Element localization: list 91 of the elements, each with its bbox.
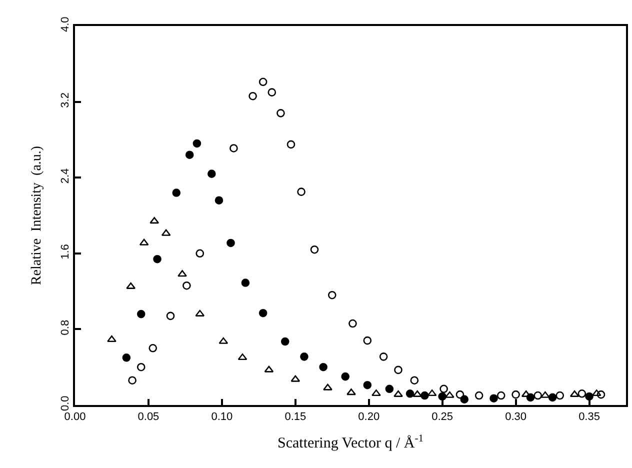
y-tick-label: 1.6 [60, 244, 72, 260]
point [534, 391, 542, 400]
point [346, 388, 356, 396]
point [578, 389, 586, 398]
point [444, 391, 454, 398]
point [185, 150, 194, 160]
point [394, 390, 403, 397]
point [420, 391, 429, 400]
point [214, 196, 224, 204]
x-tick-label: 0.15 [284, 411, 306, 424]
point [440, 384, 448, 394]
point [341, 372, 350, 381]
point [427, 389, 437, 396]
y-tick-label: 2.4 [60, 168, 72, 184]
point [592, 389, 602, 396]
x-tick-label: 0.00 [64, 411, 86, 424]
point [490, 394, 498, 403]
point [126, 282, 136, 289]
y-tick-label: 4.0 [60, 16, 72, 32]
point [406, 389, 414, 398]
point [323, 384, 332, 390]
x-tick-label: 0.25 [432, 411, 454, 424]
point [192, 139, 202, 148]
point [385, 384, 394, 394]
point [153, 254, 162, 264]
x-axis-title: Scattering Vector q / Å$^{-1}$ [278, 433, 424, 452]
point [195, 310, 205, 316]
point [585, 392, 594, 401]
point [540, 391, 550, 398]
point [297, 188, 306, 196]
point [208, 170, 216, 178]
x-tick-label: 0.35 [578, 411, 600, 424]
point [556, 391, 564, 400]
point [196, 249, 204, 258]
point [526, 393, 535, 402]
y-tick-label: 3.2 [60, 92, 72, 108]
point [300, 352, 308, 361]
point [139, 238, 149, 246]
point [150, 217, 160, 224]
point [412, 390, 422, 397]
point [268, 88, 276, 96]
point [286, 140, 296, 149]
point [238, 353, 248, 360]
point [379, 352, 388, 361]
point [166, 312, 175, 320]
y-tick-label: 0.0 [60, 396, 72, 411]
point [410, 376, 419, 385]
x-tick-label: 0.05 [138, 411, 160, 424]
point [172, 188, 181, 197]
point [512, 390, 520, 399]
point [178, 270, 187, 277]
point [128, 376, 136, 385]
point [122, 353, 131, 362]
point [264, 366, 274, 372]
point [136, 310, 146, 318]
point [136, 362, 146, 372]
point [363, 336, 372, 345]
point [456, 390, 464, 399]
point [226, 238, 235, 248]
point [241, 278, 250, 287]
point [230, 144, 238, 152]
point [363, 380, 372, 390]
point [182, 281, 191, 290]
point [328, 290, 336, 300]
point [248, 92, 257, 100]
point [107, 335, 116, 342]
point [394, 366, 402, 374]
point [280, 337, 290, 346]
y-axis-title: Relative Intensity (a.u.) [30, 146, 45, 286]
point [596, 390, 606, 399]
point [438, 392, 446, 401]
x-tick-label: 0.20 [358, 411, 380, 424]
point [319, 362, 328, 372]
point [258, 308, 268, 318]
point [496, 391, 506, 400]
point [460, 395, 469, 404]
point [548, 393, 557, 402]
point [348, 319, 357, 328]
point [474, 391, 484, 400]
point [290, 375, 300, 382]
point [148, 344, 158, 352]
point [258, 78, 268, 86]
y-tick-label: 0.8 [60, 320, 72, 336]
point [276, 109, 285, 118]
point [570, 390, 580, 397]
point [161, 229, 171, 236]
point [310, 245, 319, 254]
point [372, 389, 381, 396]
point [218, 337, 228, 344]
x-tick-label: 0.30 [505, 411, 527, 424]
x-tick-label: 0.10 [211, 411, 233, 424]
